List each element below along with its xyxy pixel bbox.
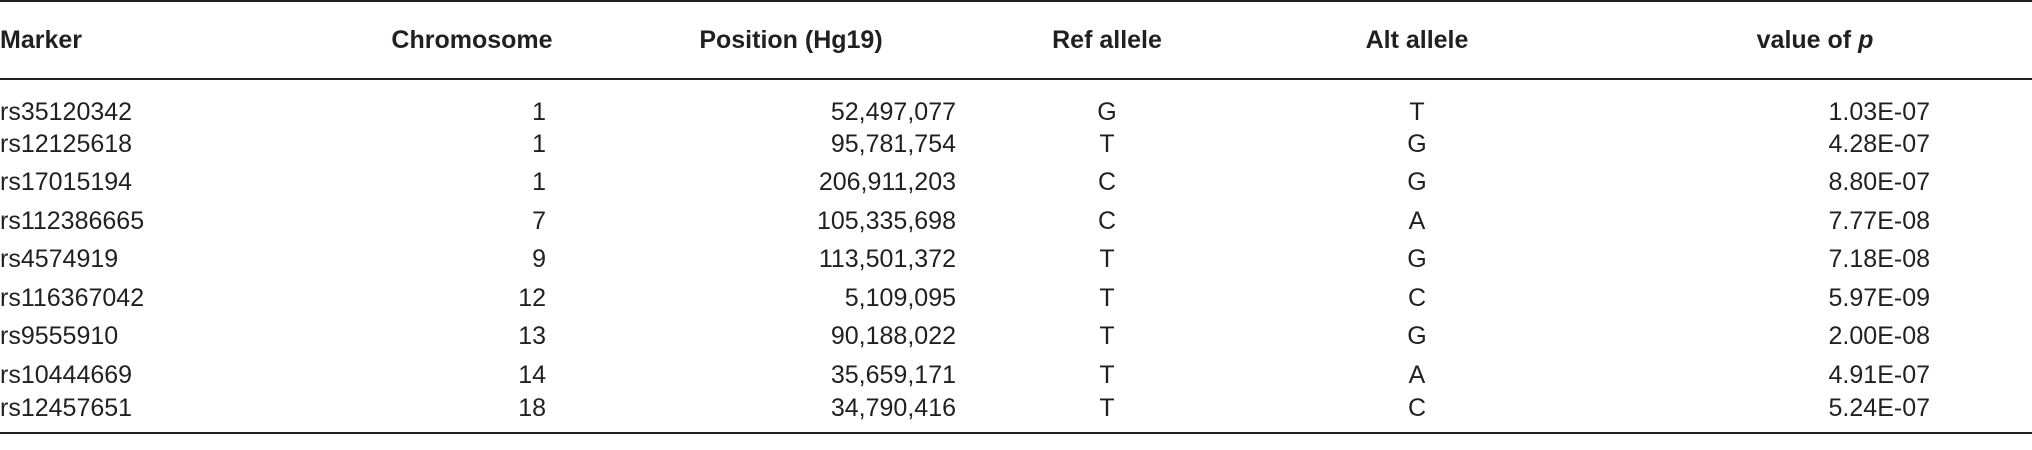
header-pvalue-prefix: value of <box>1756 25 1859 54</box>
cell-pvalue: 1.03E-07 <box>1828 98 1930 126</box>
table-row: rs10444669 14 35,659,171 T A 4.91E-07 <box>0 356 2032 395</box>
cell-chromosome: 14 <box>340 356 604 395</box>
header-position: Position (Hg19) <box>604 0 978 80</box>
cell-ref-allele: C <box>1097 206 1117 235</box>
table-row: rs116367042 12 5,109,095 T C 5.97E-09 <box>0 279 2032 318</box>
table-row: rs12125618 1 95,781,754 T G 4.28E-07 <box>0 125 2032 164</box>
position-value: 34,790,416 <box>830 393 956 422</box>
cell-position: 113,501,372 <box>604 241 978 280</box>
cell-ref-allele: G <box>1097 98 1117 126</box>
position-value: 35,659,171 <box>830 360 956 389</box>
cell-chromosome: 7 <box>340 202 604 241</box>
cell-position: 34,790,416 <box>604 393 978 434</box>
cell-alt-allele: A <box>1408 360 1426 389</box>
cell-marker: rs12125618 <box>0 129 133 158</box>
header-pvalue-italic: p <box>1858 25 1874 54</box>
table-body: rs35120342 1 52,497,077 G T 1.03E-07 rs1212561… <box>0 79 2032 434</box>
header-alt-allele: Alt allele <box>1236 0 1598 80</box>
position-value: 52,497,077 <box>830 98 956 126</box>
chromosome-value: 12 <box>518 283 546 312</box>
cell-marker: rs9555910 <box>0 322 119 351</box>
cell-position: 206,911,203 <box>604 164 978 203</box>
cell-alt-allele: T <box>1409 98 1425 126</box>
cell-ref-allele: C <box>1097 168 1117 197</box>
table-row: rs17015194 1 206,911,203 C G 8.80E-07 <box>0 164 2032 203</box>
position-value: 206,911,203 <box>818 168 956 197</box>
cell-marker: rs4574919 <box>0 245 119 274</box>
cell-ref-allele: T <box>1099 360 1115 389</box>
position-value: 95,781,754 <box>830 129 956 158</box>
cell-chromosome: 9 <box>340 241 604 280</box>
cell-position: 90,188,022 <box>604 318 978 357</box>
chromosome-value: 1 <box>532 98 546 126</box>
chromosome-value: 13 <box>518 322 546 351</box>
cell-chromosome: 18 <box>340 393 604 434</box>
table-row: rs112386665 7 105,335,698 C A 7.77E-08 <box>0 202 2032 241</box>
table-row: rs4574919 9 113,501,372 T G 7.18E-08 <box>0 241 2032 280</box>
cell-ref-allele: T <box>1099 283 1115 312</box>
header-row: Marker Chromosome Position (Hg19) Ref al… <box>0 0 2032 80</box>
cell-alt-allele: G <box>1407 245 1427 274</box>
chromosome-value: 1 <box>532 129 546 158</box>
position-value: 113,501,372 <box>818 245 956 274</box>
cell-ref-allele: T <box>1099 245 1115 274</box>
table-row: rs12457651 18 34,790,416 T C 5.24E-07 <box>0 393 2032 434</box>
cell-alt-allele: G <box>1407 168 1427 197</box>
cell-chromosome: 13 <box>340 318 604 357</box>
cell-alt-allele: C <box>1407 283 1427 312</box>
cell-ref-allele: T <box>1099 129 1115 158</box>
cell-position: 52,497,077 <box>604 79 978 125</box>
header-ref-allele: Ref allele <box>978 0 1236 80</box>
chromosome-value: 14 <box>518 360 546 389</box>
header-marker: Marker <box>0 0 340 80</box>
table-row: rs9555910 13 90,188,022 T G 2.00E-08 <box>0 318 2032 357</box>
cell-marker: rs10444669 <box>0 360 133 389</box>
cell-pvalue: 7.18E-08 <box>1828 245 1930 274</box>
cell-ref-allele: T <box>978 394 1236 434</box>
cell-pvalue: 5.97E-09 <box>1828 283 1930 312</box>
chromosome-value: 1 <box>532 168 546 197</box>
chromosome-value: 18 <box>518 393 546 422</box>
cell-chromosome: 1 <box>340 79 604 125</box>
cell-pvalue: 4.91E-07 <box>1828 360 1930 389</box>
cell-position: 95,781,754 <box>604 125 978 164</box>
cell-chromosome: 1 <box>340 125 604 164</box>
cell-chromosome: 1 <box>340 164 604 203</box>
position-value: 90,188,022 <box>830 322 956 351</box>
cell-pvalue: 4.28E-07 <box>1828 129 1930 158</box>
table-row: rs35120342 1 52,497,077 G T 1.03E-07 <box>0 79 2032 125</box>
cell-position: 35,659,171 <box>604 356 978 395</box>
cell-marker: rs35120342 <box>0 98 133 126</box>
header-pvalue: value of p <box>1598 0 2032 80</box>
cell-marker: rs112386665 <box>0 206 145 235</box>
cell-alt-allele: G <box>1407 322 1427 351</box>
cell-alt-allele: G <box>1407 129 1427 158</box>
cell-pvalue: 2.00E-08 <box>1828 322 1930 351</box>
cell-position: 105,335,698 <box>604 202 978 241</box>
cell-position: 5,109,095 <box>604 279 978 318</box>
cell-alt-allele: C <box>1236 394 1598 434</box>
snp-association-table: Marker Chromosome Position (Hg19) Ref al… <box>0 0 2032 434</box>
table-header: Marker Chromosome Position (Hg19) Ref al… <box>0 0 2032 80</box>
cell-marker: rs116367042 <box>0 283 145 312</box>
position-value: 5,109,095 <box>844 283 956 312</box>
cell-marker: rs12457651 <box>0 394 340 434</box>
header-chromosome: Chromosome <box>340 0 604 80</box>
cell-marker: rs17015194 <box>0 168 133 197</box>
cell-pvalue: 8.80E-07 <box>1828 168 1930 197</box>
cell-ref-allele: T <box>1099 322 1115 351</box>
chromosome-value: 7 <box>532 206 546 235</box>
cell-chromosome: 12 <box>340 279 604 318</box>
chromosome-value: 9 <box>532 245 546 274</box>
position-value: 105,335,698 <box>816 206 956 235</box>
cell-pvalue: 7.77E-08 <box>1828 206 1930 235</box>
cell-pvalue: 5.24E-07 <box>1598 394 2032 434</box>
cell-alt-allele: A <box>1408 206 1426 235</box>
